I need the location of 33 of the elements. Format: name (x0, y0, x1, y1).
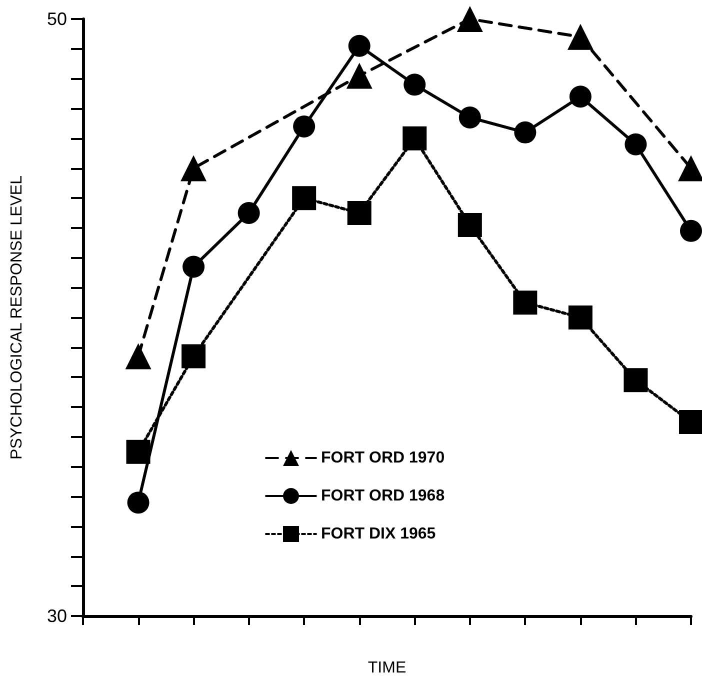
x-axis-title: TIME (368, 660, 406, 676)
point (679, 410, 702, 434)
point (127, 492, 150, 514)
point (404, 74, 426, 96)
point (125, 343, 152, 370)
point (347, 201, 372, 226)
point (568, 306, 592, 330)
point (680, 220, 702, 242)
point (458, 212, 482, 237)
point (567, 24, 594, 50)
point (293, 115, 316, 138)
point (346, 62, 372, 89)
point (514, 121, 536, 144)
point (348, 34, 370, 57)
legend-label: FORT ORD 1968 (321, 488, 445, 504)
point (513, 290, 538, 315)
y-axis-title: PSYCHOLOGICAL RESPONSE LEVEL (8, 175, 26, 460)
point (126, 440, 150, 464)
point (569, 86, 592, 108)
point (624, 368, 648, 392)
legend-label: FORT DIX 1965 (321, 526, 436, 542)
point (624, 133, 647, 156)
legend-label: FORT ORD 1970 (321, 450, 445, 466)
point (292, 186, 316, 210)
point (402, 126, 427, 150)
y-tick-label: 50 (46, 9, 67, 29)
point (182, 344, 206, 368)
point (182, 256, 205, 278)
point (458, 106, 481, 128)
point (456, 6, 483, 32)
point (180, 155, 207, 182)
point (238, 202, 260, 224)
y-tick-label: 30 (46, 606, 67, 626)
